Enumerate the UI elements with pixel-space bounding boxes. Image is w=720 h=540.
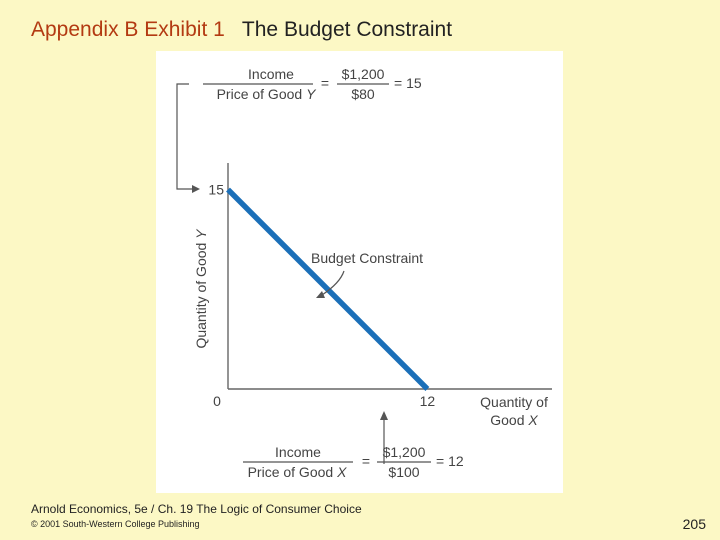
footer-source: Arnold Economics, 5e / Ch. 19 The Logic … [31, 502, 362, 516]
y-formula-result: = 15 [394, 75, 422, 91]
x-intercept-formula: Income Price of Good X = $1,200 $100 = 1… [243, 444, 464, 480]
x-axis-label-line1: Quantity of [480, 394, 548, 410]
title-main: The Budget Constraint [241, 18, 453, 41]
y-formula-value-denominator: $80 [351, 86, 375, 102]
page-number: 205 [682, 516, 706, 532]
budget-constraint-label: Budget Constraint [311, 250, 423, 266]
title-prefix: Appendix B Exhibit 1 [31, 18, 225, 41]
x-intercept-arrow [380, 411, 388, 464]
budget-label-pointer [321, 270, 345, 296]
budget-label-arrowhead [316, 291, 325, 298]
y-intercept-formula: Income Price of Good Y = $1,200 $80 = 15 [203, 66, 422, 102]
x-tick-label: 12 [420, 393, 436, 409]
y-tick-label: 15 [208, 182, 224, 198]
y-formula-value-numerator: $1,200 [342, 66, 385, 82]
slide-title: Appendix B Exhibit 1 The Budget Constrai… [31, 18, 452, 42]
y-formula-numerator: Income [248, 66, 294, 82]
budget-constraint-chart: Income Price of Good Y = $1,200 $80 = 15… [176, 66, 552, 480]
x-formula-value-denominator: $100 [388, 464, 419, 480]
x-formula-value-numerator: $1,200 [383, 444, 426, 460]
y-formula-equals: = [321, 75, 329, 91]
footer-copyright: © 2001 South-Western College Publishing [31, 519, 200, 529]
origin-label: 0 [213, 393, 221, 409]
y-axis-label: Quantity of Good Y [193, 228, 209, 349]
x-formula-numerator: Income [275, 444, 321, 460]
x-axis-label-line2: Good X [490, 412, 538, 428]
y-intercept-arrow [176, 83, 200, 193]
budget-constraint-line [226, 187, 430, 391]
x-formula-result: = 12 [436, 453, 464, 469]
y-formula-denominator: Price of Good Y [217, 86, 318, 102]
figure-panel: Income Price of Good Y = $1,200 $80 = 15… [156, 51, 563, 493]
x-formula-equals: = [362, 453, 370, 469]
x-formula-denominator: Price of Good X [248, 464, 348, 480]
